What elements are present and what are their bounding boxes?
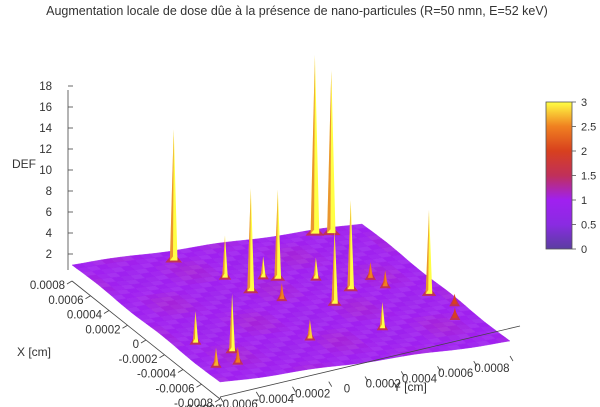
peak-shade	[247, 188, 251, 292]
peak-shade	[229, 293, 233, 352]
x-tick	[214, 398, 221, 403]
z-tick-label: 6	[46, 207, 52, 219]
peak-shade	[192, 311, 196, 343]
z-tick-label: 10	[39, 165, 52, 177]
peak-shade	[260, 256, 264, 278]
z-axis: 2 4 6 8 10 12 14 16 18 DEF	[12, 81, 73, 270]
y-tick-label: -0.0008	[182, 404, 221, 407]
surface-cell	[494, 337, 511, 343]
colorbar-tick-label: 1.5	[581, 171, 596, 183]
colorbar-tick-label: 3	[581, 97, 587, 109]
x-tick	[177, 369, 184, 373]
z-tick-label: 2	[46, 249, 52, 261]
colorbar-tick-label: 2.5	[581, 122, 596, 134]
x-tick	[159, 354, 165, 359]
z-tick-label: 8	[46, 186, 52, 198]
x-tick	[122, 324, 128, 329]
y-tick	[437, 366, 441, 372]
z-tick-label: 12	[39, 144, 52, 156]
peak-shade	[313, 257, 316, 279]
peak-shade	[379, 302, 383, 329]
y-axis: -0.0008-0.0006-0.0004-0.000200.00020.000…	[182, 325, 521, 407]
x-axis: 0.0008 0.0006 0.0004 0.0002 0 -0.0002 -0.0004 -…	[17, 280, 221, 407]
y-tick	[364, 376, 369, 382]
peak-shade	[382, 270, 386, 287]
z-tick-label: 16	[39, 102, 52, 114]
x-tick	[85, 295, 91, 300]
peak-shade	[307, 319, 310, 339]
z-tick-label: 18	[39, 81, 52, 93]
y-tick	[473, 360, 478, 367]
peak-shade	[367, 262, 371, 278]
y-tick-label: -0.0006	[219, 399, 258, 407]
y-tick	[400, 371, 405, 377]
x-tick-label: -0.0004	[137, 369, 177, 381]
x-tick-label: 0.0004	[67, 310, 103, 322]
y-tick	[328, 381, 333, 387]
y-tick-label: -0.0004	[255, 394, 295, 406]
z-tick-label: 4	[46, 228, 53, 240]
peak-shade	[213, 347, 216, 366]
peak-shade	[425, 209, 429, 294]
z-axis-label: DEF	[12, 157, 36, 171]
x-tick-label: -0.0006	[155, 383, 194, 395]
chart-title: Augmentation locale de dose dûe à la pré…	[46, 4, 548, 18]
colorbar-tick-label: 0	[581, 244, 587, 256]
peak-shade	[452, 307, 455, 318]
x-axis-label: X [cm]	[17, 345, 51, 359]
x-tick-label: -0.0008	[174, 398, 213, 407]
colorbar-tick-label: 0.5	[581, 220, 596, 232]
peak-shade	[310, 55, 315, 234]
y-tick	[292, 386, 296, 392]
x-tick	[66, 280, 73, 285]
colorbar-tick-label: 2	[581, 146, 587, 158]
colorbar-gradient	[545, 101, 573, 250]
peak-shade	[331, 230, 335, 304]
y-tick	[509, 355, 514, 362]
peak-shade	[347, 200, 351, 290]
y-tick	[219, 396, 224, 403]
x-tick	[140, 339, 147, 344]
peak-shade	[274, 189, 278, 279]
peak-shade	[235, 346, 238, 363]
colorbar: 3 2.5 2 1.5 1 0.5 0	[545, 97, 596, 256]
x-tick-label: 0.0008	[30, 280, 65, 292]
x-tick	[103, 310, 110, 314]
peak-shade	[452, 293, 455, 305]
y-tick-label: -0.0002	[291, 389, 330, 401]
z-tick-label: 14	[39, 123, 52, 135]
y-tick-label: 0.0006	[438, 368, 473, 380]
x-tick-label: 0.0006	[48, 295, 83, 307]
y-tick-label: 0.0002	[366, 378, 401, 390]
y-tick-label: 0	[344, 384, 350, 396]
y-axis-label: Y [cm]	[393, 380, 427, 394]
y-tick	[255, 391, 260, 398]
y-tick-label: 0.0008	[474, 363, 509, 375]
x-tick	[196, 383, 202, 388]
peak-shade	[222, 235, 225, 278]
y-tick-label: 0.0004	[402, 373, 438, 385]
x-tick-label: -0.0002	[118, 354, 157, 366]
peak-shade	[327, 70, 332, 234]
surface	[71, 55, 511, 383]
peak-shade	[279, 283, 282, 300]
colorbar-tick-label: 1	[581, 195, 587, 207]
peak-shade	[169, 129, 174, 261]
x-tick-label: 0.0002	[85, 324, 120, 336]
x-tick-label: 0	[133, 339, 139, 351]
